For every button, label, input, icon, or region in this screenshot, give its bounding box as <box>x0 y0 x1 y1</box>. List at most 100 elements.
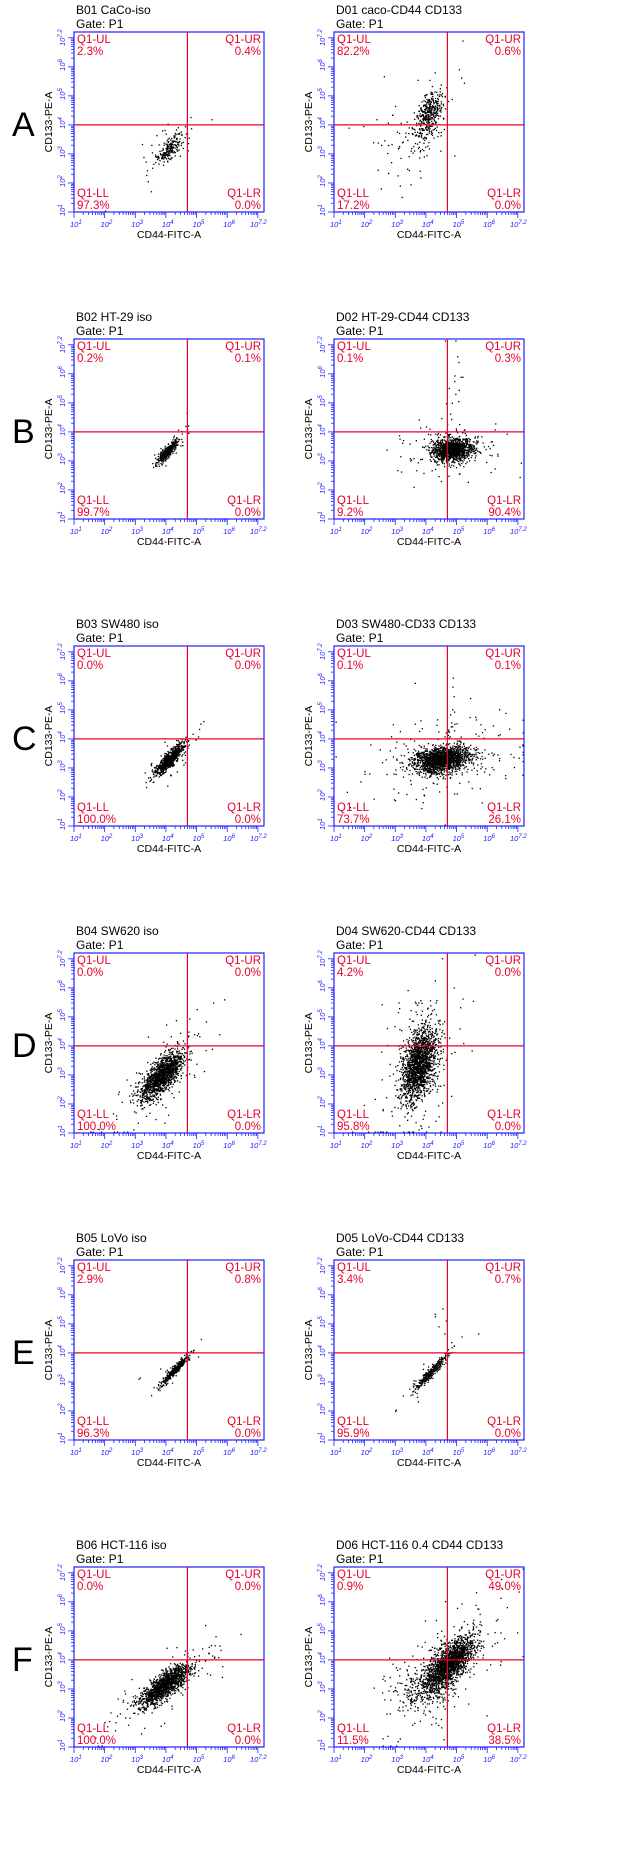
event-dot <box>182 746 184 748</box>
event-dot <box>467 453 470 455</box>
event-dot <box>498 735 500 737</box>
event-dot <box>450 453 453 455</box>
event-dot <box>460 459 462 461</box>
event-dot <box>170 149 172 151</box>
x-axis-label: CD44-FITC-A <box>137 536 201 548</box>
event-dot <box>458 458 460 460</box>
event-dot <box>421 132 423 135</box>
event-dot <box>439 454 442 456</box>
event-dot <box>418 773 420 775</box>
event-dot <box>185 751 187 753</box>
event-dot <box>440 443 442 445</box>
event-dot <box>473 450 476 453</box>
event-dot <box>439 767 441 769</box>
event-dot <box>165 465 167 467</box>
event-dot <box>467 768 469 770</box>
event-dot <box>449 450 452 452</box>
event-dot <box>449 767 452 769</box>
event-dot <box>478 451 480 453</box>
event-dot <box>443 458 445 460</box>
event-dot <box>165 453 167 456</box>
event-dot <box>154 769 157 771</box>
event-dot <box>152 167 154 169</box>
gate-label: Gate: P1 <box>76 17 124 31</box>
event-dot <box>431 131 433 133</box>
event-dot <box>418 105 420 107</box>
event-dot <box>164 762 166 764</box>
event-dot <box>165 158 168 160</box>
event-dot <box>177 747 179 749</box>
event-dot <box>464 751 466 753</box>
event-dot <box>166 150 168 153</box>
event-dot <box>434 768 436 770</box>
event-dot <box>431 85 434 88</box>
event-dot <box>455 450 457 452</box>
event-dot <box>428 141 430 144</box>
event-dot <box>169 757 171 759</box>
event-dot <box>438 442 440 444</box>
event-dot <box>182 746 185 748</box>
event-dot <box>169 150 171 152</box>
event-dot <box>172 756 175 758</box>
event-dot <box>429 752 431 755</box>
event-dot <box>434 752 436 755</box>
event-dot <box>402 776 405 778</box>
event-dot <box>452 457 454 459</box>
event-dot <box>168 762 170 764</box>
event-dot <box>452 448 454 451</box>
event-dot <box>153 767 156 769</box>
event-dot <box>439 775 441 778</box>
event-dot <box>171 451 173 453</box>
quadrant-ul-value: 82.2% <box>337 46 370 58</box>
event-dot <box>167 755 169 757</box>
event-dot <box>175 444 178 446</box>
event-dot <box>173 137 175 139</box>
event-dot <box>433 455 435 457</box>
event-dot <box>166 145 168 147</box>
event-dot <box>171 765 174 768</box>
event-dot <box>423 446 426 449</box>
event-dot <box>425 748 427 750</box>
y-tick-label: 106 <box>58 672 67 684</box>
event-dot <box>469 446 471 448</box>
event-dot <box>162 770 164 773</box>
y-tick-label: 103 <box>318 453 327 465</box>
event-dot <box>473 446 475 448</box>
event-dot <box>398 132 401 135</box>
event-dot <box>436 464 438 466</box>
event-dot <box>454 155 456 157</box>
event-dot <box>145 161 147 163</box>
event-dot <box>463 742 465 745</box>
event-dot <box>175 438 178 440</box>
event-dot <box>187 150 189 152</box>
event-dot <box>459 447 462 449</box>
event-dot <box>171 756 173 758</box>
event-dot <box>482 442 484 444</box>
event-dot <box>451 445 453 447</box>
event-dot <box>488 753 490 755</box>
event-dot <box>466 450 469 452</box>
event-dot <box>436 447 438 449</box>
event-dot <box>441 456 443 458</box>
event-dot <box>441 462 444 464</box>
event-dot <box>176 744 178 746</box>
event-dot <box>181 748 183 750</box>
event-dot <box>420 136 422 138</box>
event-dot <box>177 758 179 760</box>
event-dot <box>174 756 176 758</box>
event-dot <box>424 765 426 767</box>
quadrant-ul-label: Q1-UL <box>77 648 111 660</box>
event-dot <box>421 755 423 757</box>
event-dot <box>164 766 166 768</box>
event-dot <box>423 156 425 158</box>
event-dot <box>183 764 185 766</box>
event-dot <box>433 119 435 121</box>
event-dot <box>461 451 464 453</box>
event-dot <box>426 121 428 123</box>
event-dot <box>427 767 429 769</box>
event-dot <box>168 763 170 765</box>
event-dot <box>437 94 439 96</box>
event-dot <box>156 775 158 777</box>
event-dot <box>162 453 164 455</box>
event-dot <box>420 746 423 749</box>
